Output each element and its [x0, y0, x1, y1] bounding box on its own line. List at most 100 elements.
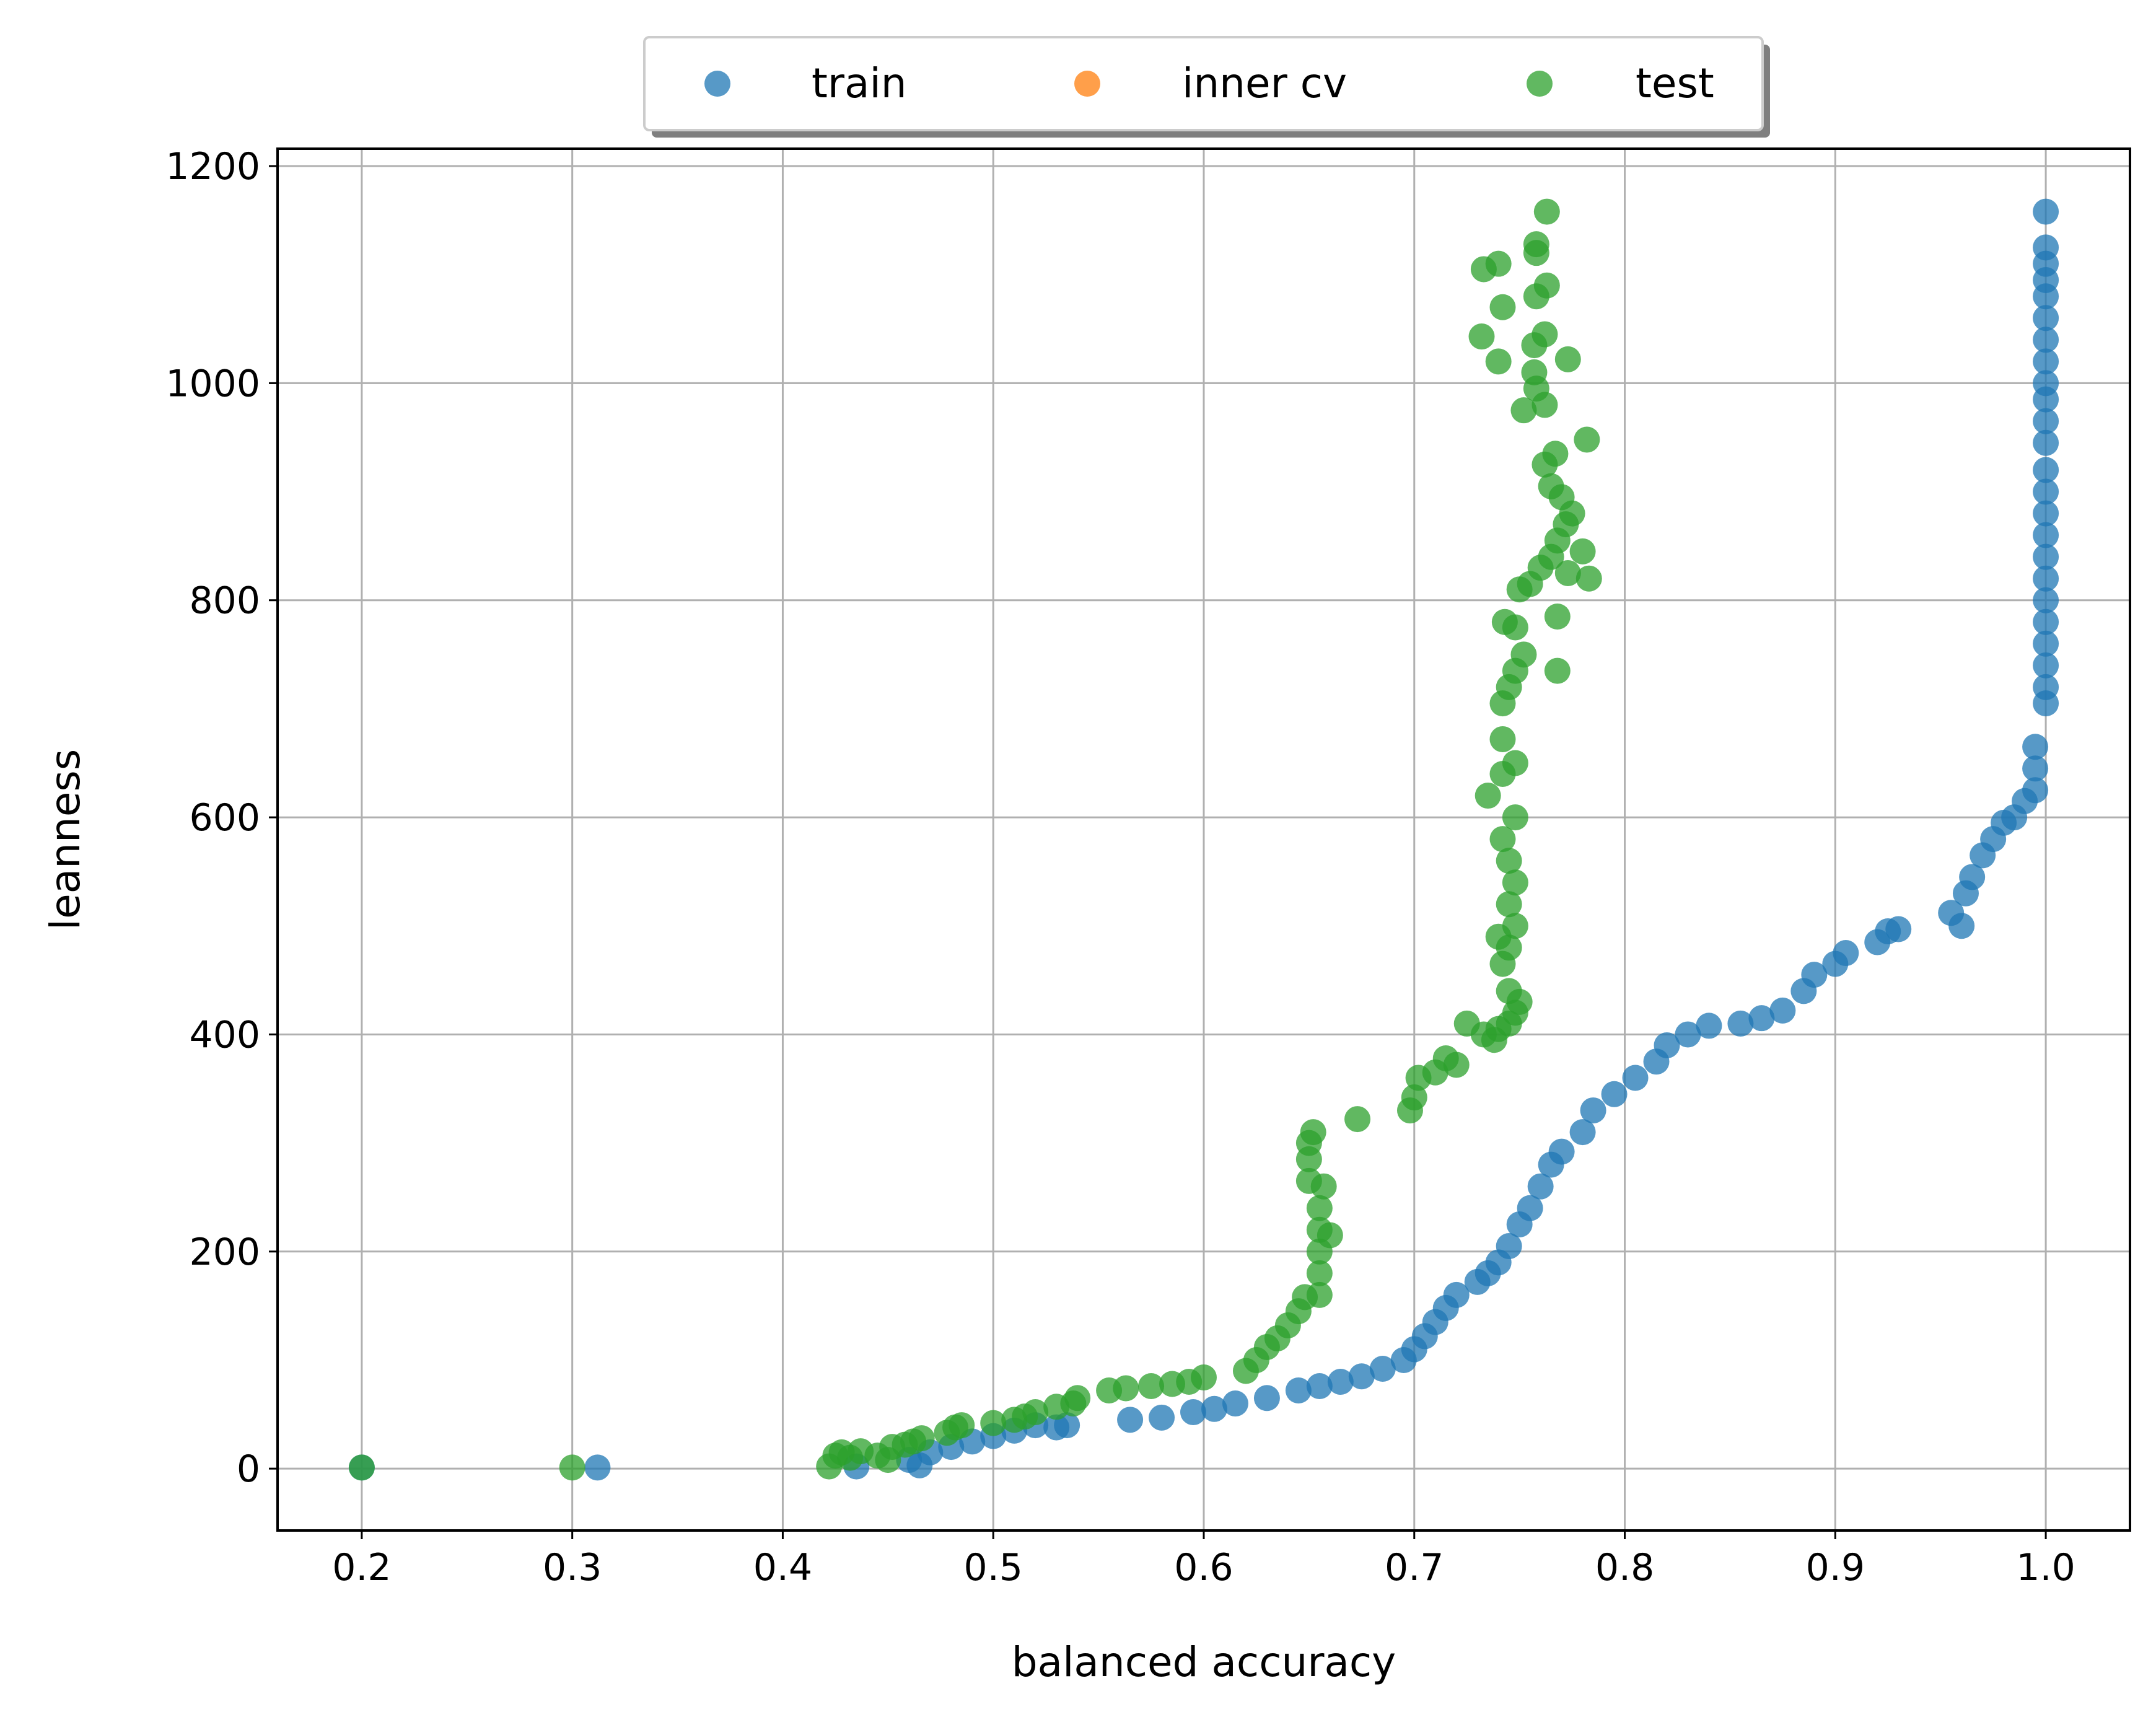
- data-point: [1654, 1032, 1680, 1058]
- data-point: [1369, 1355, 1396, 1382]
- data-point: [2033, 305, 2059, 332]
- data-point: [1401, 1084, 1427, 1111]
- y-tick-label: 1000: [165, 362, 260, 405]
- y-tick-label: 1200: [165, 145, 260, 188]
- data-point: [1544, 657, 1571, 684]
- data-point: [1532, 321, 1558, 348]
- data-point: [1574, 426, 1600, 453]
- data-point: [1022, 1399, 1049, 1426]
- data-point: [1601, 1081, 1628, 1107]
- data-point: [2033, 674, 2059, 700]
- data-point: [1510, 641, 1537, 668]
- data-point: [1443, 1281, 1470, 1308]
- series-test: [348, 198, 1602, 1481]
- data-point: [1180, 1399, 1207, 1426]
- data-point: [1300, 1119, 1326, 1146]
- data-point: [2033, 608, 2059, 635]
- data-point: [1948, 913, 1975, 939]
- data-point: [1523, 231, 1549, 258]
- data-point: [1533, 198, 1560, 225]
- data-point: [2033, 234, 2059, 261]
- data-point: [1696, 1012, 1722, 1039]
- data-point: [2033, 652, 2059, 678]
- x-tick-label: 0.4: [753, 1546, 812, 1589]
- data-point: [1468, 323, 1495, 350]
- data-point: [1317, 1222, 1343, 1249]
- data-point: [1502, 614, 1528, 641]
- data-point: [1517, 1195, 1543, 1221]
- data-point: [2022, 734, 2049, 760]
- x-tick-label: 0.3: [543, 1546, 602, 1589]
- legend-label: train: [812, 59, 907, 107]
- data-point: [559, 1454, 585, 1481]
- legend-label: test: [1636, 59, 1714, 107]
- data-point: [1580, 1097, 1606, 1124]
- data-point: [1496, 1233, 1522, 1260]
- data-point: [1833, 940, 1859, 967]
- data-point: [1554, 560, 1581, 586]
- data-point: [1544, 604, 1571, 630]
- data-point: [1306, 1373, 1333, 1400]
- data-point: [1548, 1138, 1575, 1165]
- data-point: [1885, 916, 1912, 942]
- legend-box: [643, 36, 1764, 131]
- data-point: [1253, 1385, 1280, 1412]
- data-point: [1554, 346, 1581, 372]
- y-tick-label: 600: [189, 796, 260, 840]
- data-point: [1727, 1010, 1754, 1037]
- data-point: [1489, 826, 1516, 853]
- data-point: [1443, 1052, 1470, 1078]
- axis-ticks: 0.2 0.3 0.4 0.5 0.6 0.7 0.8 0.9 1.0 0 200 400 600 800…: [165, 145, 2075, 1589]
- data-point: [1959, 864, 1986, 890]
- data-point: [2033, 198, 2059, 225]
- data-point: [1113, 1375, 1139, 1402]
- x-tick-label: 0.8: [1595, 1546, 1654, 1589]
- data-point: [1489, 294, 1516, 320]
- data-point: [1622, 1065, 1649, 1091]
- data-point: [1348, 1363, 1375, 1390]
- data-point: [1306, 1195, 1333, 1221]
- legend-marker: [1074, 71, 1100, 97]
- data-point: [1538, 473, 1564, 499]
- y-axis-label: leanness: [42, 749, 89, 930]
- y-tick-label: 0: [237, 1447, 260, 1491]
- legend-label: inner cv: [1182, 59, 1347, 107]
- data-point: [1769, 997, 1796, 1024]
- legend-marker: [704, 71, 730, 97]
- x-tick-label: 0.2: [332, 1546, 391, 1589]
- data-point: [2033, 370, 2059, 397]
- data-point: [949, 1412, 975, 1439]
- data-point: [1138, 1373, 1165, 1400]
- data-point: [1485, 250, 1512, 277]
- data-point: [2033, 500, 2059, 527]
- x-tick-label: 0.5: [964, 1546, 1023, 1589]
- data-point: [1569, 538, 1596, 564]
- legend-items: train inner cv test: [704, 59, 1714, 107]
- x-axis-label: balanced accuracy: [1012, 1638, 1396, 1686]
- data-points: [348, 198, 2059, 1481]
- data-point: [1510, 397, 1537, 424]
- grid: [278, 149, 2130, 1530]
- data-point: [1201, 1395, 1227, 1422]
- x-tick-label: 0.9: [1806, 1546, 1865, 1589]
- data-point: [1117, 1407, 1144, 1433]
- data-point: [1496, 891, 1522, 918]
- data-point: [1496, 934, 1522, 961]
- data-point: [348, 1454, 375, 1481]
- data-point: [1748, 1005, 1775, 1032]
- data-point: [1327, 1369, 1354, 1395]
- data-point: [1496, 848, 1522, 874]
- data-point: [1502, 804, 1528, 831]
- data-point: [2022, 755, 2049, 782]
- data-point: [1801, 962, 1828, 988]
- x-tick-label: 1.0: [2016, 1546, 2075, 1589]
- data-point: [2022, 777, 2049, 804]
- data-point: [1502, 913, 1528, 939]
- data-point: [2033, 565, 2059, 592]
- data-point: [1191, 1364, 1217, 1391]
- data-point: [2033, 408, 2059, 434]
- legend-marker: [1527, 71, 1553, 97]
- series-train: [348, 198, 2059, 1481]
- data-point: [2033, 457, 2059, 483]
